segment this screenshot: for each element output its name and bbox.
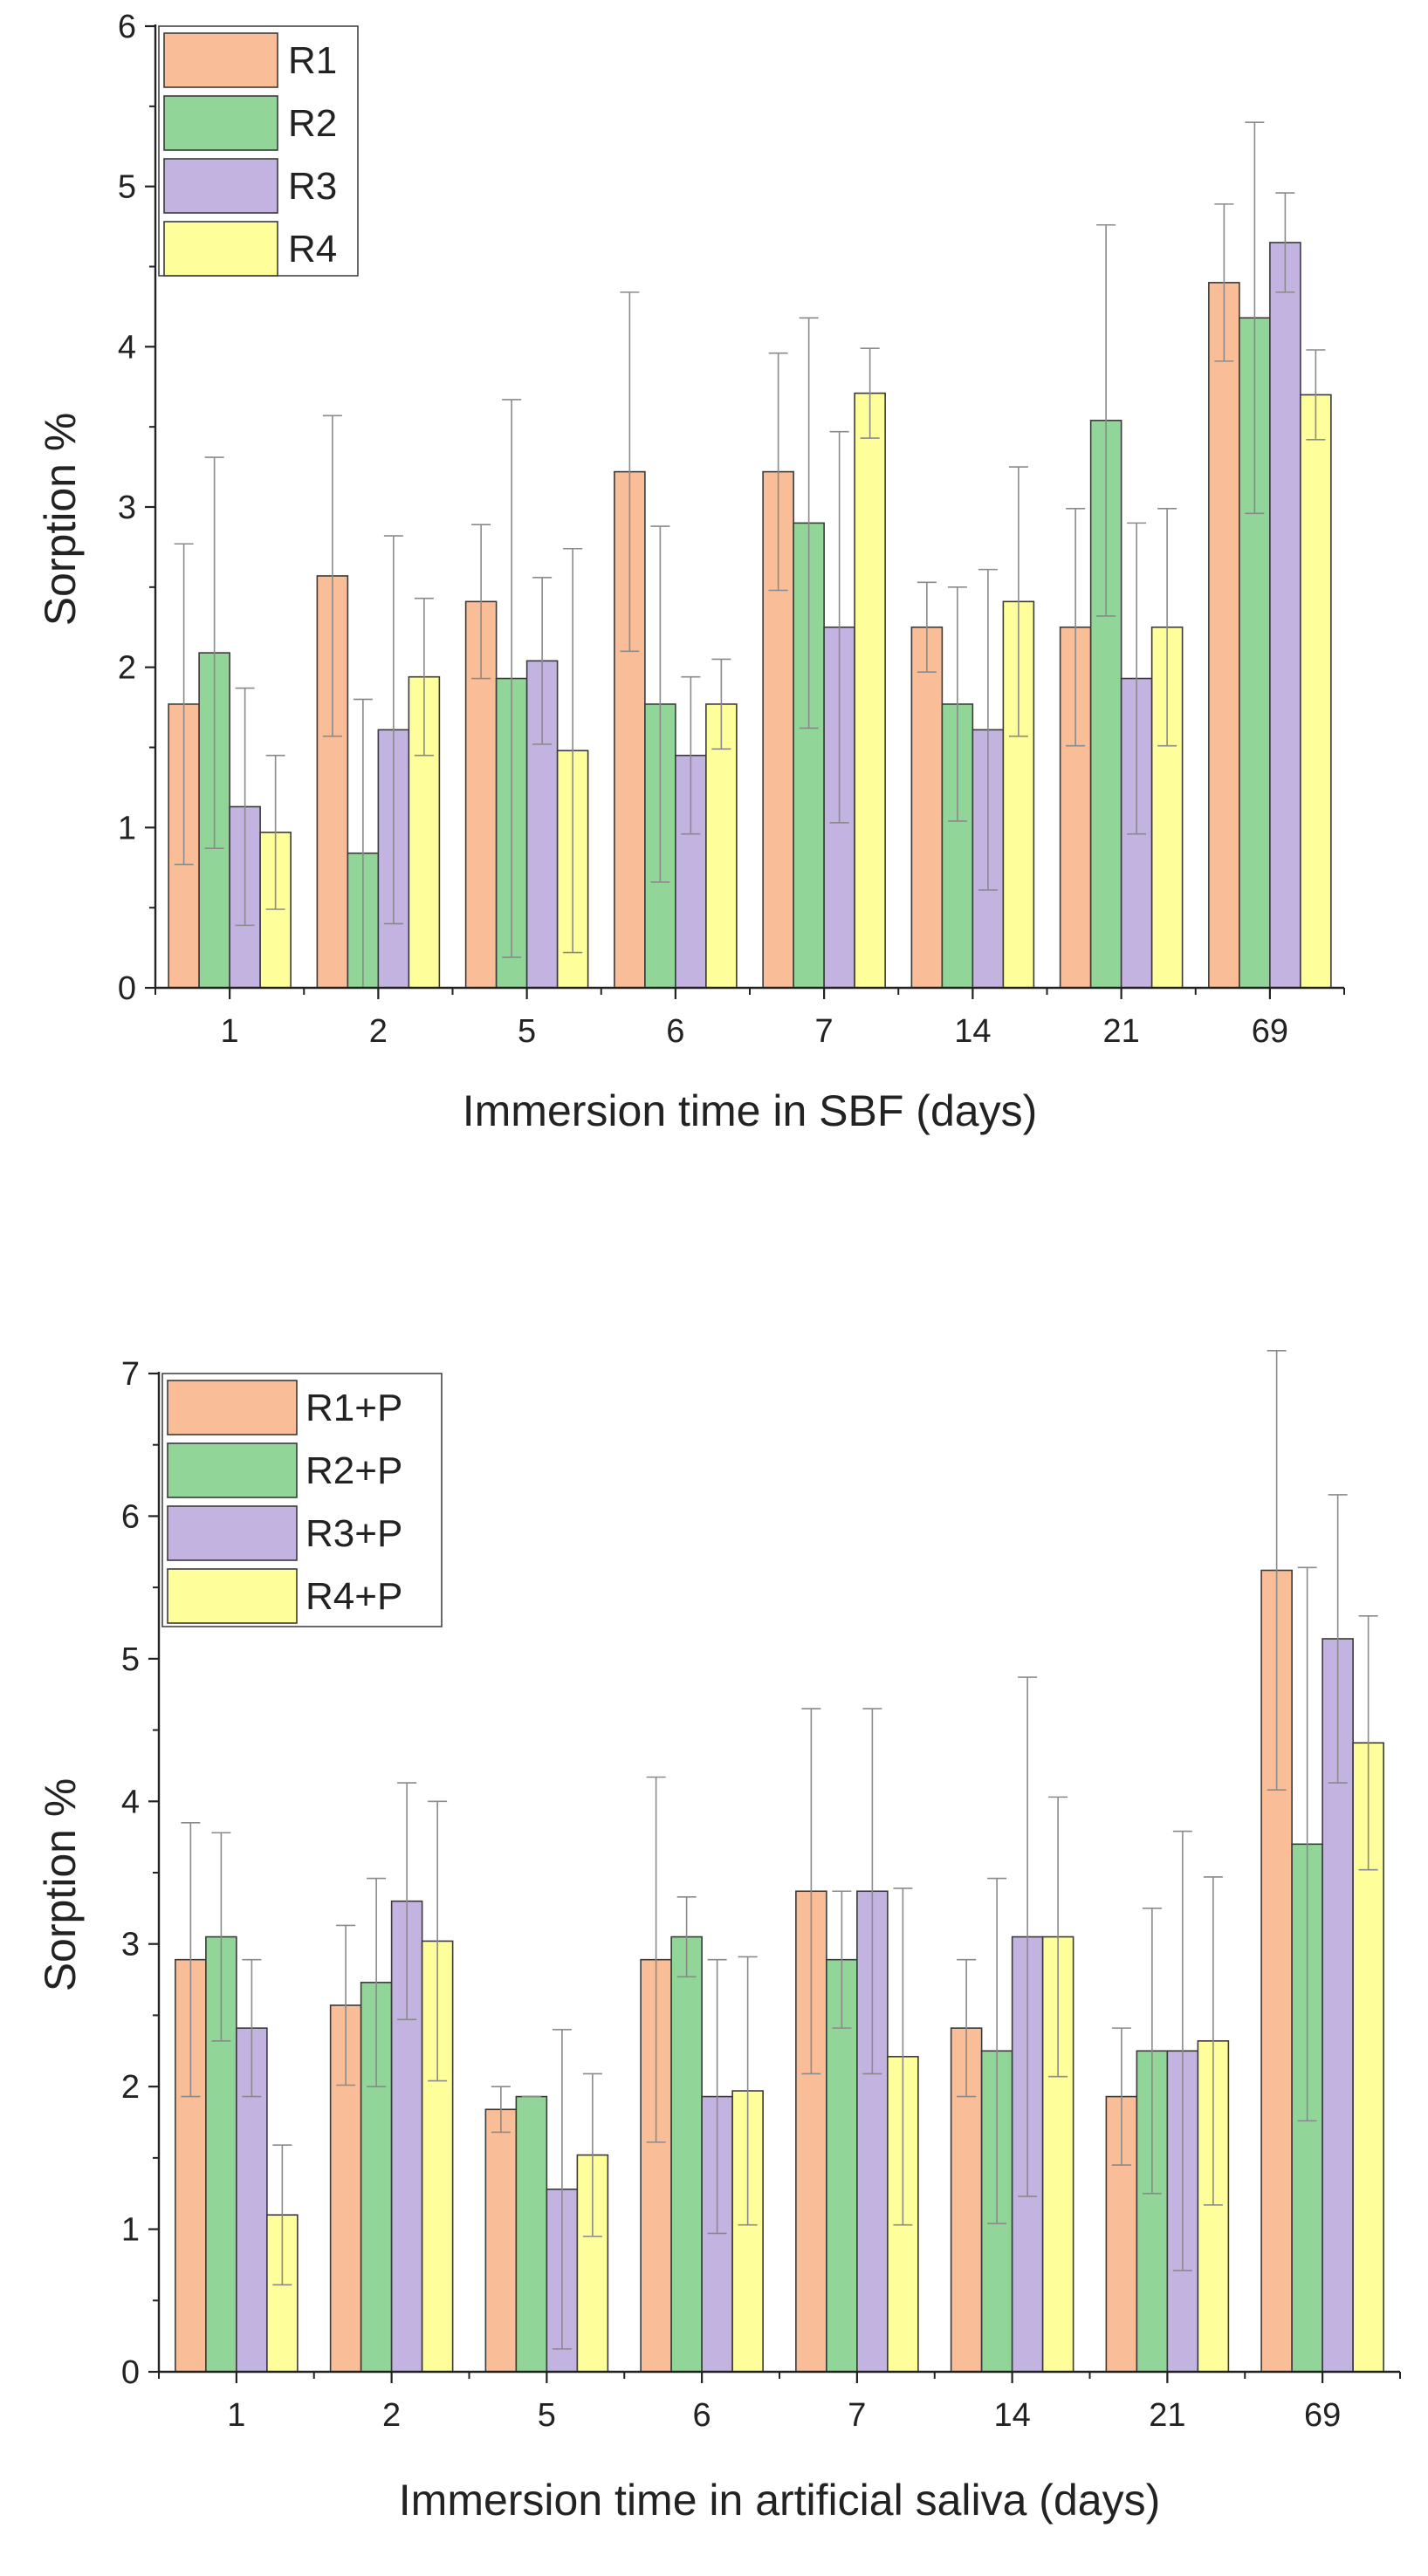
x-axis-title: Immersion time in SBF (days) (463, 1086, 1037, 1135)
bars (175, 1569, 1384, 2373)
x-tick-label: 6 (693, 2397, 711, 2434)
y-tick-label: 1 (121, 2212, 140, 2249)
y-axis-ticks: 0 1 2 3 4 5 6 (118, 9, 155, 1007)
x-tick-label: 21 (1102, 1013, 1139, 1050)
bar-r4-day-6 (705, 703, 738, 989)
bar-r1-day-14 (910, 626, 944, 989)
legend-swatch-r4-p (167, 1568, 298, 1624)
y-tick-label: 4 (121, 1784, 140, 1820)
bar-r4-day-7 (854, 392, 886, 989)
y-tick-label: 6 (121, 1498, 140, 1535)
bar-r3-day-69 (1269, 242, 1301, 989)
y-tick-label: 7 (121, 1356, 140, 1393)
legend: R1+P R2+P R3+P R4+P (161, 1373, 443, 1627)
legend-label-r1-p: R1+P (306, 1387, 402, 1429)
bar-r1-day-69 (1208, 282, 1240, 989)
y-tick-label: 5 (121, 1641, 140, 1678)
bars (168, 242, 1332, 989)
legend-label-r4: R4 (288, 228, 337, 271)
x-tick-label: 7 (815, 1013, 834, 1050)
bar-r1-p-day-5 (484, 2108, 518, 2373)
legend-swatch-r3-p (167, 1505, 298, 1561)
x-tick-label: 7 (848, 2397, 866, 2434)
y-axis-title: Sorption % (36, 413, 85, 627)
x-tick-label: 1 (227, 2397, 245, 2434)
y-tick-label: 2 (121, 2069, 140, 2106)
x-axis-title: Immersion time in artificial saliva (day… (399, 2476, 1160, 2525)
x-tick-label: 21 (1149, 2397, 1185, 2434)
bar-r2-p-day-6 (670, 1935, 703, 2373)
x-axis-ticks: 1 2 5 6 7 14 21 69 (158, 2372, 1401, 2434)
legend-swatch-r2-p (167, 1442, 298, 1498)
y-axis-ticks: 0 1 2 3 4 5 6 7 (121, 1356, 159, 2391)
x-tick-label: 6 (666, 1013, 684, 1050)
sbf-bar-chart: 0 1 2 3 4 5 6 1 2 5 6 7 14 21 69 Immersion time in SBF … (36, 9, 1345, 1135)
legend-swatch-r3 (163, 158, 278, 214)
legend-label-r3: R3 (288, 165, 337, 208)
legend-swatch-r2 (163, 95, 278, 151)
y-tick-label: 6 (118, 9, 136, 45)
x-tick-label: 14 (954, 1013, 991, 1050)
x-tick-label: 2 (382, 2397, 401, 2434)
legend-swatch-r4 (163, 221, 278, 277)
x-tick-label: 1 (221, 1013, 239, 1050)
x-tick-label: 5 (538, 2397, 556, 2434)
legend-label-r4-p: R4+P (306, 1575, 402, 1618)
x-tick-label: 69 (1304, 2397, 1341, 2434)
y-tick-label: 2 (118, 650, 136, 687)
legend-label-r2: R2 (288, 102, 337, 145)
y-tick-label: 5 (118, 169, 136, 206)
y-tick-label: 0 (121, 2354, 140, 2391)
legend-label-r3-p: R3+P (306, 1512, 402, 1555)
saliva-bar-chart: 0 1 2 3 4 5 6 7 1 2 5 6 7 14 21 69 Immersion time in art… (36, 1350, 1401, 2525)
bar-r4-day-69 (1300, 394, 1332, 989)
legend: R1 R2 R3 R4 (158, 25, 359, 277)
y-axis-title: Sorption % (36, 1778, 85, 1992)
y-tick-label: 4 (118, 329, 136, 366)
x-tick-label: 14 (993, 2397, 1030, 2434)
legend-label-r2-p: R2+P (306, 1449, 402, 1492)
y-tick-label: 0 (118, 970, 136, 1007)
bar-r2-p-day-5 (515, 2095, 548, 2373)
error-bars (181, 1350, 1378, 2350)
legend-swatch-r1 (163, 32, 278, 88)
y-tick-label: 3 (121, 1927, 140, 1963)
error-bars (174, 121, 1326, 989)
legend-label-r1: R1 (288, 39, 337, 82)
y-tick-label: 3 (118, 490, 136, 526)
x-tick-label: 5 (518, 1013, 536, 1050)
y-tick-label: 1 (118, 810, 136, 846)
legend-swatch-r1-p (167, 1380, 298, 1435)
x-tick-label: 2 (369, 1013, 388, 1050)
x-tick-label: 69 (1252, 1013, 1288, 1050)
x-axis-ticks: 1 2 5 6 7 14 21 69 (154, 988, 1345, 1050)
